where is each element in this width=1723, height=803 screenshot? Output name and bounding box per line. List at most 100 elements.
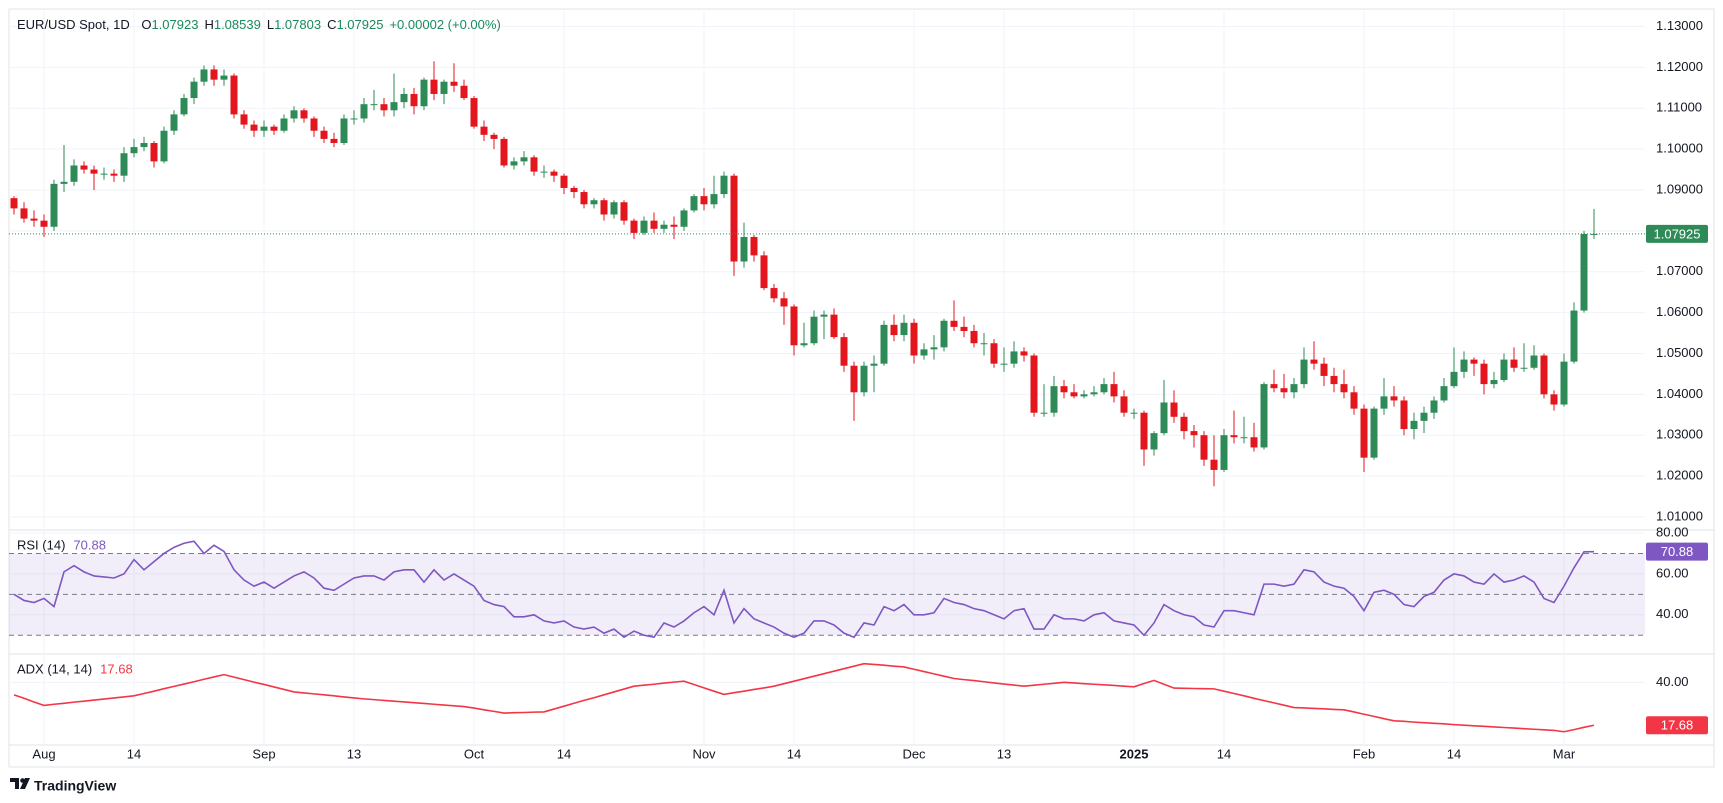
price-tag	[1646, 716, 1708, 735]
candle-body	[1230, 435, 1238, 438]
brand-logo	[10, 778, 30, 789]
candle-body	[1330, 375, 1338, 385]
candle-body	[480, 126, 488, 135]
candle-body	[780, 298, 788, 307]
candle-body	[530, 157, 538, 172]
candle-body	[1070, 392, 1078, 397]
candle-body	[240, 114, 248, 125]
candle-body	[810, 316, 818, 344]
candle-body	[790, 306, 798, 346]
candle-body	[1050, 386, 1058, 413]
ohlc-key: H	[204, 17, 214, 32]
y-tick-label: 1.04000	[1656, 386, 1703, 401]
candle-body	[1270, 384, 1278, 389]
candle-body	[940, 320, 948, 348]
candle-body	[910, 322, 918, 356]
candle-body	[1400, 400, 1408, 430]
candle-body	[10, 198, 18, 209]
candle-body	[100, 173, 108, 175]
candle-body	[690, 196, 698, 211]
candle-body	[1490, 380, 1498, 385]
candle-body	[290, 110, 298, 119]
candle-body	[1200, 435, 1208, 460]
candle-body	[550, 171, 558, 176]
x-tick-label: Sep	[252, 746, 275, 761]
candle-body	[1280, 388, 1288, 393]
candle-body	[1570, 310, 1578, 362]
candle-body	[1550, 394, 1558, 405]
candle-body	[1540, 355, 1548, 395]
candle-body	[1170, 402, 1178, 417]
candle-body	[450, 81, 458, 86]
candle-body	[710, 194, 718, 205]
candle-body	[1020, 351, 1028, 356]
candle-body	[1500, 359, 1508, 381]
y-tick-label: 1.12000	[1656, 59, 1703, 74]
candle-body	[1210, 459, 1218, 470]
candle-body	[500, 138, 508, 166]
candle-body	[1160, 402, 1168, 434]
candle-body	[110, 173, 118, 176]
y-tick-label: 1.05000	[1656, 345, 1703, 360]
candle-body	[1140, 412, 1148, 450]
candle-body	[1010, 351, 1018, 364]
candle-body	[920, 349, 928, 356]
ohlc-value: 1.08539	[213, 17, 261, 32]
price-tag	[1646, 224, 1708, 243]
candle-body	[1220, 435, 1228, 470]
y-tick-label: 1.10000	[1656, 141, 1703, 156]
candle-body	[630, 220, 638, 233]
candle-body	[1430, 400, 1438, 413]
candle-body	[730, 175, 738, 262]
candle-body	[610, 202, 618, 215]
candle-body	[410, 93, 418, 107]
y-tick-label: 1.03000	[1656, 427, 1703, 442]
price-change: +0.00002 (+0.00%)	[389, 17, 501, 32]
candle-body	[260, 126, 268, 131]
candle-body	[1410, 420, 1418, 430]
candle-body	[580, 192, 588, 205]
candle-body	[540, 171, 548, 173]
candle-body	[680, 210, 688, 227]
indicator-title: RSI (14)	[17, 537, 65, 552]
x-tick-label: Nov	[692, 746, 716, 761]
candle-body	[30, 218, 38, 221]
x-tick-label: 14	[557, 746, 571, 761]
candle-body	[320, 130, 328, 139]
candle-body	[1100, 384, 1108, 393]
candle-body	[420, 79, 428, 107]
candle-body	[800, 343, 808, 346]
chart-frame	[8, 8, 1715, 768]
candle-body	[230, 75, 238, 115]
candle-body	[1380, 396, 1388, 409]
candle-body	[1340, 384, 1348, 393]
candle-body	[1350, 392, 1358, 409]
candle-body	[650, 220, 658, 229]
y-tick-label: 40.00	[1656, 606, 1689, 621]
candle-body	[820, 314, 828, 317]
candle-body	[890, 324, 898, 336]
price-tag-label: 1.07925	[1654, 226, 1701, 241]
candle-body	[1240, 437, 1248, 439]
ohlc-value: 1.07925	[336, 17, 384, 32]
ohlc-value: 1.07923	[151, 17, 199, 32]
candle-body	[1260, 384, 1268, 448]
candle-body	[310, 118, 318, 131]
candle-body	[350, 118, 358, 120]
indicator-value: 17.68	[100, 661, 133, 676]
candle-body	[1320, 363, 1328, 376]
candle-body	[1530, 355, 1538, 368]
candle-body	[20, 208, 28, 219]
candle-body	[1060, 386, 1068, 393]
candle-body	[1450, 371, 1458, 387]
ohlc-key: C	[327, 17, 337, 32]
candle-body	[510, 161, 518, 166]
candle-body	[300, 110, 308, 119]
candle-body	[1190, 431, 1198, 436]
price-tag	[1646, 542, 1708, 561]
candle-body	[1250, 437, 1258, 448]
x-tick-label: 14	[1447, 746, 1461, 761]
candle-body	[660, 224, 668, 229]
candle-body	[1300, 359, 1308, 385]
candle-body	[1390, 396, 1398, 401]
